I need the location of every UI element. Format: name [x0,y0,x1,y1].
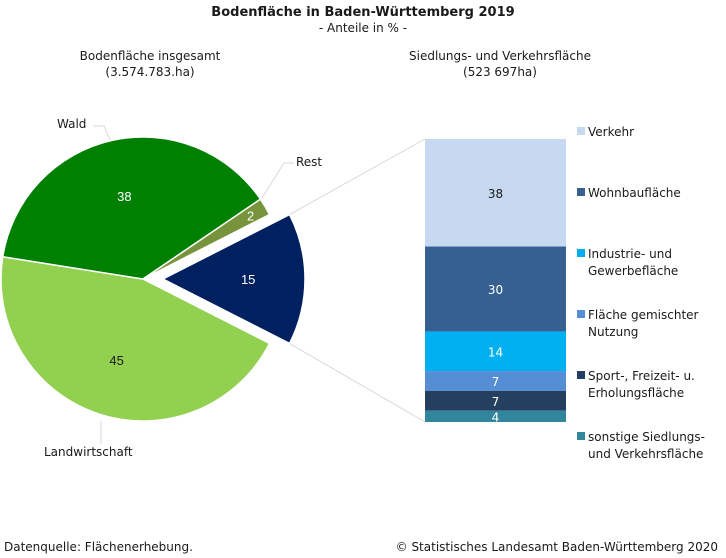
pie-slice-landwirtschaft [0,255,271,422]
bar-header-value: (523 697ha) [463,65,537,79]
connector-line-top [289,138,426,215]
pie-data-label: 2 [247,208,254,223]
bar-data-label: 38 [488,187,503,201]
bar-data-label: 4 [492,410,500,424]
legend-label: Sport-, Freizeit- u. [588,369,695,383]
bar-data-label: 30 [488,283,503,297]
pie-header-value: (3.574.783.ha) [105,65,195,79]
pie-data-label: 15 [241,272,255,287]
bar-header: Siedlungs- und Verkehrsfläche (523 697ha… [380,48,620,80]
pie-data-label: 38 [117,189,131,204]
bar-segment-industrie-und-gewerbefläche [425,331,566,372]
bar-data-label: 7 [492,395,500,409]
connector-lines [289,138,426,423]
pie-slice-siedlungs-und-verkehrsfläche [161,213,306,345]
leader-lines [93,125,294,444]
chart-subtitle: - Anteile in % - [318,21,408,35]
legend-swatch [577,127,585,135]
legend-label-line2: Erholungsfläche [588,386,685,400]
legend-label: sonstige Siedlungs- [588,430,705,444]
bar-header-title: Siedlungs- und Verkehrsfläche [409,49,591,63]
legend-label: Fläche gemischter [588,308,699,322]
pie-category-label-rest: Rest [296,155,323,169]
bar-segment-verkehr [425,139,566,247]
chart-title: Bodenfläche in Baden-Württemberg 2019 [211,5,515,20]
footer-copyright: © Statistisches Landesamt Baden-Württemb… [395,540,718,554]
legend-item: Fläche gemischter Nutzung [577,307,723,341]
legend-label: Wohnbaufläche [588,186,681,200]
legend-item: Sport-, Freizeit- u. Erholungsfläche [577,368,723,402]
legend-swatch [577,371,585,379]
legend-item: sonstige Siedlungs-und Verkehrsfläche [577,429,723,463]
bar-segment-fläche-gemischter-nutzung [425,371,566,391]
legend-item: Verkehr [577,124,723,141]
pie-slice-rest [142,198,271,280]
pie-data-label: 45 [109,353,123,368]
legend-item: Industrie- und Gewerbefläche [577,246,723,280]
pie-slice-wald [1,136,262,280]
connector-line-bottom [289,343,426,423]
leader-line-wald [93,125,111,141]
legend-label-line2: und Verkehrsfläche [588,447,704,461]
legend-label: Industrie- und [588,247,672,261]
legend-label-line2: Gewerbefläche [588,264,679,278]
legend-swatch [577,310,585,318]
footer-source: Datenquelle: Flächenerhebung. [4,540,193,554]
legend-swatch [577,188,585,196]
pie-header: Bodenfläche insgesamt (3.574.783.ha) [40,48,260,80]
leader-line-rest [261,162,294,199]
legend-swatch [577,432,585,440]
pie-header-title: Bodenfläche insgesamt [79,49,221,63]
legend-item: Wohnbaufläche [577,185,723,202]
bar-segment-sonstige-siedlungs-und-verkehrsfläche [425,410,566,422]
bar-data-label: 7 [492,375,500,389]
pie-category-label-wald: Wald [57,117,87,131]
bar-segment-sport-freizeit-u-erholungsfläche [425,390,566,411]
legend-swatch [577,249,585,257]
pie-chart: 15 45 38 2 [0,136,306,422]
bar-data-label: 14 [488,345,503,359]
pie-category-label-landwirtschaft: Landwirtschaft [44,445,133,459]
bar-segment-wohnbaufläche [425,246,566,332]
legend-label-line2: Nutzung [588,325,639,339]
legend-label: Verkehr [588,125,635,139]
